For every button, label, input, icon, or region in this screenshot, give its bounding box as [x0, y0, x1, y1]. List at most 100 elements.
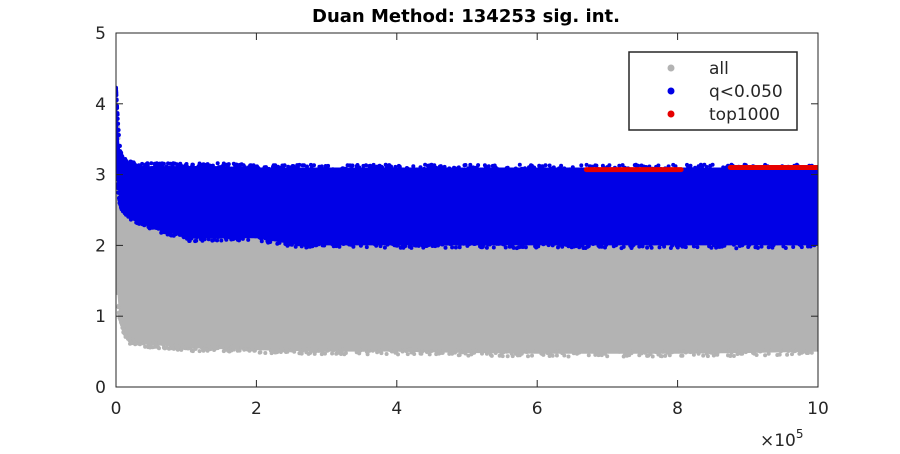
point	[574, 244, 578, 249]
point	[116, 121, 121, 126]
point	[501, 350, 506, 355]
point	[786, 349, 791, 353]
chart-title: Duan Method: 134253 sig. int.	[312, 6, 620, 27]
point	[372, 347, 377, 352]
point	[338, 241, 343, 246]
point	[427, 352, 432, 357]
plot-marks	[116, 85, 818, 359]
point	[403, 244, 408, 249]
x-tick-label: 6	[532, 399, 543, 419]
point	[688, 163, 693, 168]
point	[790, 352, 794, 357]
point	[455, 241, 460, 246]
point	[666, 349, 671, 354]
point	[463, 163, 468, 167]
point	[778, 349, 783, 354]
point	[422, 166, 427, 171]
point	[524, 240, 529, 245]
point	[375, 241, 380, 246]
point	[420, 349, 425, 354]
point	[579, 163, 584, 168]
point	[731, 242, 736, 247]
point	[645, 245, 650, 250]
point	[535, 167, 540, 172]
axes: 0 2 4 6 8 10 0 1 2 3 4 5	[95, 24, 829, 419]
point	[116, 303, 121, 308]
point	[144, 340, 149, 345]
point	[662, 244, 667, 249]
point	[116, 128, 121, 132]
point	[466, 166, 471, 171]
point	[629, 351, 634, 356]
point	[326, 163, 331, 168]
point	[193, 346, 198, 351]
point	[252, 348, 257, 353]
point	[434, 165, 439, 170]
point	[659, 354, 664, 359]
point	[553, 349, 558, 354]
point	[205, 348, 210, 353]
point	[710, 162, 715, 167]
point	[202, 237, 207, 242]
point	[530, 353, 534, 358]
point	[219, 238, 224, 243]
point	[657, 245, 662, 250]
point	[545, 168, 550, 173]
point	[441, 348, 446, 353]
point	[253, 234, 258, 239]
point	[161, 342, 166, 347]
point	[480, 351, 484, 356]
point	[680, 353, 685, 358]
point	[562, 166, 567, 171]
point	[644, 349, 648, 354]
point	[467, 242, 472, 247]
point	[542, 167, 547, 172]
point	[754, 242, 759, 247]
point	[473, 241, 478, 246]
point	[298, 167, 303, 172]
point	[331, 348, 336, 353]
point	[504, 349, 509, 354]
point	[143, 166, 148, 171]
point	[389, 166, 394, 171]
point	[524, 350, 529, 354]
point	[640, 244, 645, 249]
point	[593, 352, 598, 357]
point	[360, 241, 365, 246]
point	[116, 275, 119, 279]
point	[211, 234, 216, 239]
point	[531, 240, 536, 245]
x-tick-label: 2	[251, 399, 262, 419]
point	[749, 240, 754, 245]
point	[365, 352, 370, 357]
point	[486, 164, 491, 169]
point	[210, 163, 215, 168]
point	[410, 168, 415, 173]
point	[766, 351, 771, 356]
point	[382, 245, 387, 250]
point	[709, 350, 714, 355]
point	[807, 348, 812, 353]
point	[116, 106, 120, 110]
point	[166, 342, 170, 347]
point	[667, 241, 672, 245]
point	[157, 340, 162, 345]
legend: all q<0.050 top1000	[628, 51, 798, 131]
point	[570, 165, 575, 170]
point	[568, 241, 573, 246]
point	[277, 240, 282, 245]
point	[150, 165, 155, 170]
point	[460, 167, 465, 172]
point	[519, 166, 524, 171]
point	[226, 162, 231, 167]
point	[197, 349, 202, 354]
point	[759, 244, 764, 249]
point	[559, 163, 564, 168]
point	[755, 245, 760, 250]
point	[616, 241, 621, 246]
point	[721, 165, 726, 170]
point	[219, 234, 224, 239]
point	[424, 350, 429, 354]
point	[453, 245, 458, 250]
x-tick-label: 0	[111, 399, 122, 419]
